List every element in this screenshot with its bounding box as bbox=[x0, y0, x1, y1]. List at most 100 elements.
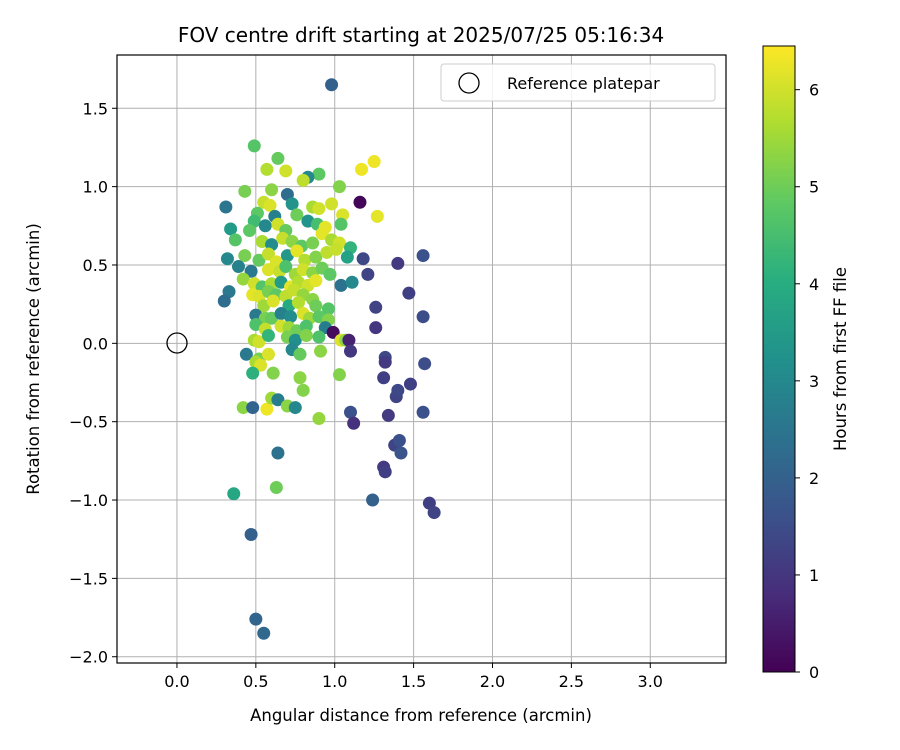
legend: Reference platepar bbox=[440, 63, 716, 102]
data-point bbox=[246, 401, 260, 415]
data-point bbox=[260, 162, 274, 176]
data-point bbox=[252, 253, 266, 267]
data-point bbox=[296, 173, 310, 187]
data-point bbox=[252, 335, 266, 349]
data-point bbox=[325, 78, 339, 92]
data-point bbox=[236, 401, 250, 415]
data-point bbox=[236, 272, 250, 286]
grid-lines bbox=[117, 55, 726, 663]
data-point bbox=[309, 274, 323, 288]
data-point bbox=[284, 310, 298, 324]
data-point bbox=[355, 162, 369, 176]
data-point bbox=[261, 328, 275, 342]
data-point bbox=[247, 139, 261, 153]
data-point bbox=[391, 256, 405, 270]
x-tick-label: 3.0 bbox=[638, 672, 663, 691]
data-point bbox=[258, 219, 272, 233]
data-point bbox=[249, 612, 263, 626]
legend-box bbox=[440, 63, 716, 102]
data-point bbox=[334, 217, 348, 231]
x-axis-ticks: 0.0 0.5 1.0 1.5 2.0 2.5 3.0 bbox=[164, 663, 663, 691]
data-point bbox=[228, 233, 242, 247]
y-tick-label: 0.0 bbox=[83, 334, 108, 353]
data-point bbox=[260, 402, 274, 416]
data-point bbox=[345, 275, 359, 289]
legend-label: Reference platepar bbox=[507, 74, 660, 93]
data-point bbox=[312, 167, 326, 181]
y-tick-label: −1.0 bbox=[69, 491, 108, 510]
data-point bbox=[293, 347, 307, 361]
data-point bbox=[257, 626, 271, 640]
y-tick-label: −0.5 bbox=[69, 413, 108, 432]
data-point bbox=[369, 300, 383, 314]
data-point bbox=[416, 405, 430, 419]
y-tick-label: 1.5 bbox=[83, 99, 108, 118]
data-point bbox=[291, 296, 305, 310]
data-point bbox=[366, 493, 380, 507]
data-point bbox=[217, 294, 231, 308]
data-point bbox=[312, 202, 326, 216]
x-axis-label: Angular distance from reference (arcmin) bbox=[250, 706, 592, 725]
data-point bbox=[402, 286, 416, 300]
data-point bbox=[271, 446, 285, 460]
data-point bbox=[266, 294, 280, 308]
data-point bbox=[377, 371, 391, 385]
data-point bbox=[279, 164, 293, 178]
data-point bbox=[369, 321, 383, 335]
data-point bbox=[315, 227, 329, 241]
data-point bbox=[418, 357, 432, 371]
colorbar-ticks: 0 1 2 3 4 5 6 bbox=[795, 81, 819, 682]
data-point bbox=[288, 401, 302, 415]
data-point bbox=[344, 344, 358, 358]
x-tick-label: 1.5 bbox=[401, 672, 426, 691]
data-point bbox=[220, 252, 234, 266]
y-axis-label: Rotation from reference (arcmin) bbox=[24, 223, 43, 495]
data-point bbox=[332, 368, 346, 382]
data-point bbox=[353, 195, 367, 209]
data-point bbox=[342, 333, 356, 347]
data-point bbox=[403, 377, 417, 391]
colorbar-gradient bbox=[762, 45, 796, 673]
data-point bbox=[239, 347, 253, 361]
data-point bbox=[323, 267, 337, 281]
data-point bbox=[271, 393, 285, 407]
data-point bbox=[265, 183, 279, 197]
data-point bbox=[329, 242, 343, 256]
data-point bbox=[299, 328, 313, 342]
legend-marker bbox=[458, 72, 480, 94]
data-point bbox=[238, 249, 252, 263]
x-tick-label: 2.5 bbox=[559, 672, 584, 691]
data-point bbox=[290, 208, 304, 222]
data-point bbox=[238, 184, 252, 198]
x-tick-label: 0.0 bbox=[164, 672, 189, 691]
data-point bbox=[309, 299, 323, 313]
data-point bbox=[290, 244, 304, 258]
x-tick-label: 0.5 bbox=[243, 672, 268, 691]
data-point bbox=[227, 487, 241, 501]
data-point bbox=[244, 264, 258, 278]
data-point bbox=[344, 405, 358, 419]
data-point bbox=[416, 249, 430, 263]
data-point bbox=[306, 236, 320, 250]
data-point bbox=[271, 151, 285, 165]
data-point bbox=[321, 302, 335, 316]
data-points bbox=[217, 78, 441, 640]
data-point bbox=[296, 383, 310, 397]
data-point bbox=[254, 358, 268, 372]
data-point bbox=[261, 247, 275, 261]
colorbar-tick-label: 4 bbox=[809, 275, 819, 294]
data-point bbox=[427, 506, 441, 520]
data-point bbox=[285, 197, 299, 211]
data-point bbox=[231, 260, 245, 274]
data-point bbox=[246, 366, 260, 380]
data-point bbox=[312, 330, 326, 344]
data-point bbox=[367, 155, 381, 169]
data-point bbox=[381, 408, 395, 422]
colorbar-tick-label: 1 bbox=[809, 566, 819, 585]
data-point bbox=[263, 198, 277, 212]
data-point bbox=[332, 180, 346, 194]
data-point bbox=[334, 278, 348, 292]
data-point bbox=[261, 347, 275, 361]
data-point bbox=[279, 260, 293, 274]
